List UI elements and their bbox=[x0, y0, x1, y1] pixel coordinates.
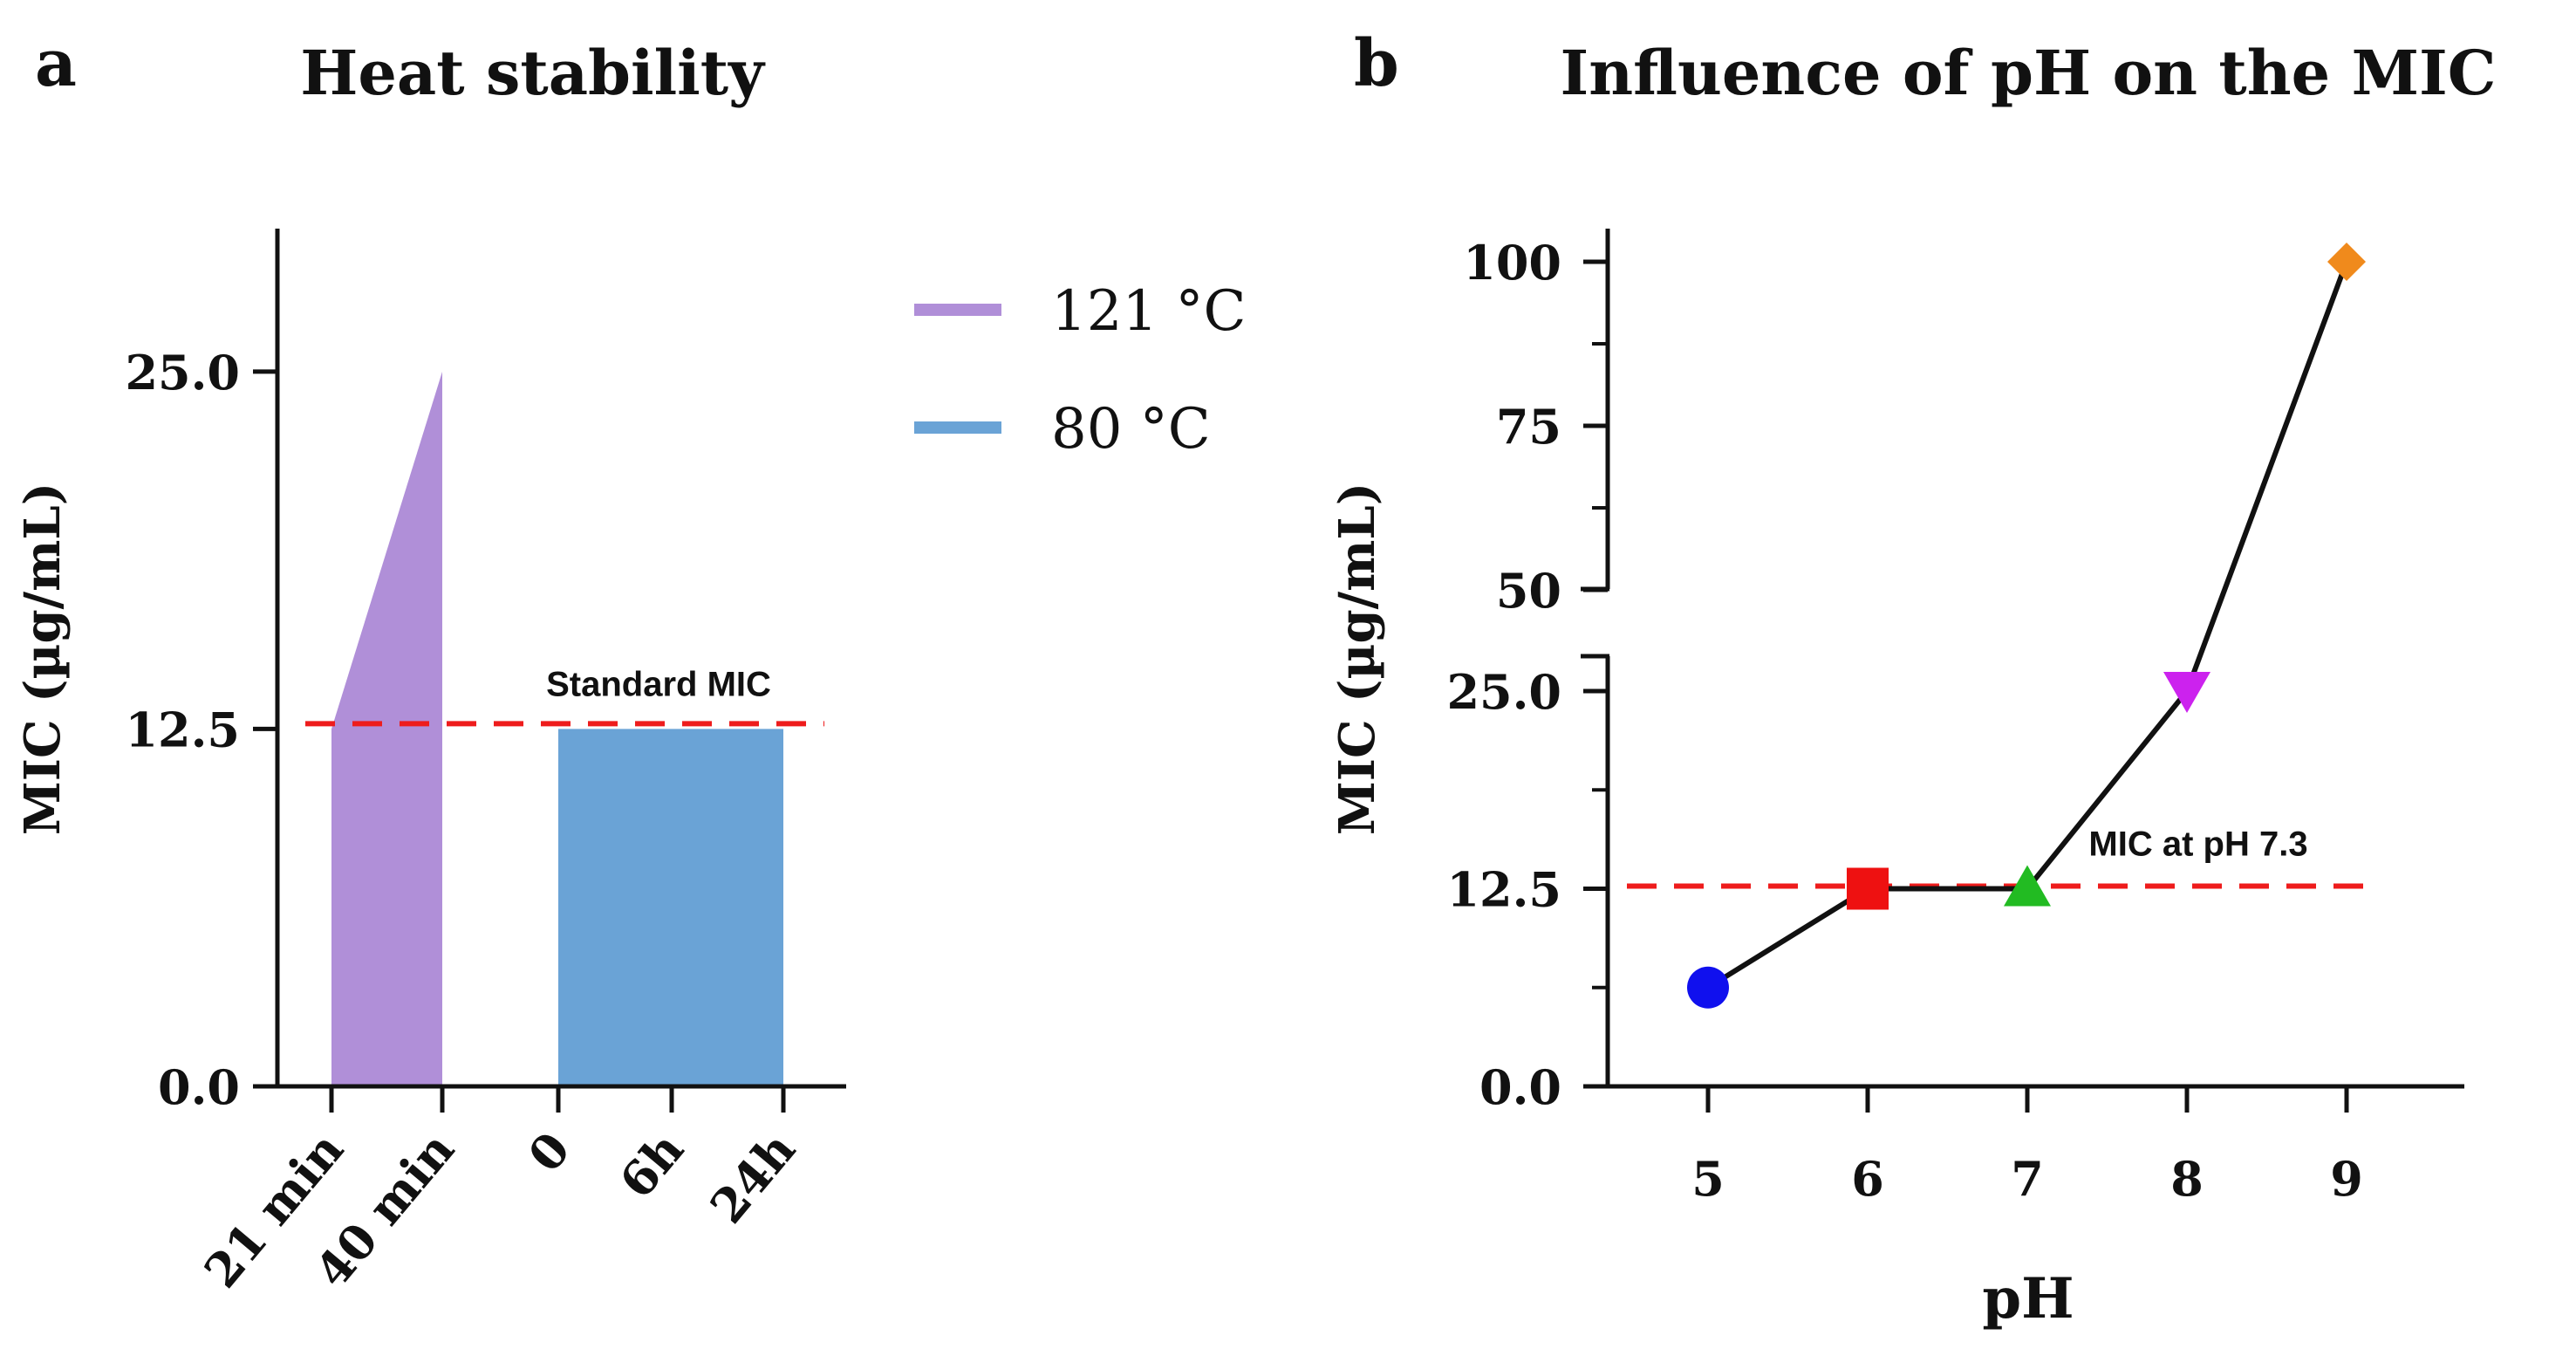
panel-b-axes bbox=[1581, 229, 2464, 1089]
legend-label-80c: 80 °C bbox=[1051, 397, 1211, 462]
mic-ph73-label: MIC at pH 7.3 bbox=[2088, 825, 2307, 864]
x-tick-label: 24h bbox=[699, 1121, 806, 1234]
panel-a-y-axis-label: MIC (µg/mL) bbox=[14, 483, 72, 835]
panel-b-ph-influence: b Influence of pH on the MIC MIC at pH 7… bbox=[1329, 26, 2497, 1332]
panel-a-y-ticks: 0.0 12.5 25.0 bbox=[125, 345, 277, 1115]
y-tick-label: 75 bbox=[1496, 399, 1561, 455]
x-tick-label: 9 bbox=[2330, 1151, 2363, 1207]
panel-a-title: Heat stability bbox=[300, 37, 766, 109]
panel-b-markers bbox=[1687, 243, 2366, 1009]
y-tick-label: 0.0 bbox=[1479, 1059, 1561, 1115]
marker-ph9-diamond bbox=[2327, 243, 2366, 281]
x-tick-label: 8 bbox=[2170, 1151, 2204, 1207]
x-tick-label: 0 bbox=[517, 1121, 581, 1182]
panel-a-areas bbox=[331, 371, 783, 1086]
panel-b-y-ticks: 0.0 12.5 25.0 50 75 100 bbox=[1446, 235, 1608, 1115]
y-tick-label: 0.0 bbox=[158, 1059, 240, 1115]
panel-b-x-axis-label: pH bbox=[1982, 1266, 2074, 1332]
area-series-121c bbox=[331, 371, 442, 1086]
panel-a-heat-stability: a Heat stability Standard MIC 0.0 12.5 25.… bbox=[14, 26, 1246, 1298]
panel-b-y-axis-label: MIC (µg/mL) bbox=[1329, 483, 1386, 835]
legend-label-121c: 121 °C bbox=[1051, 279, 1246, 344]
marker-ph5-circle bbox=[1687, 966, 1729, 1009]
panel-b-title: Influence of pH on the MIC bbox=[1560, 37, 2496, 109]
y-tick-label: 25.0 bbox=[1446, 664, 1561, 720]
panel-b-label: b bbox=[1354, 26, 1399, 101]
marker-ph7-triangle-up bbox=[2004, 865, 2051, 907]
x-tick-label: 6 bbox=[1851, 1151, 1884, 1207]
marker-ph6-square bbox=[1847, 867, 1889, 910]
x-tick-label: 5 bbox=[1691, 1151, 1725, 1207]
panel-a-legend: 121 °C 80 °C bbox=[914, 279, 1246, 462]
y-tick-label: 12.5 bbox=[125, 702, 240, 757]
marker-ph8-triangle-down bbox=[2163, 672, 2210, 713]
y-tick-label: 12.5 bbox=[1446, 862, 1561, 918]
y-tick-label: 25.0 bbox=[125, 345, 240, 401]
y-tick-label: 100 bbox=[1463, 235, 1561, 291]
panel-a-label: a bbox=[35, 26, 77, 101]
x-tick-label: 7 bbox=[2011, 1151, 2044, 1207]
x-tick-label: 6h bbox=[609, 1121, 694, 1209]
area-series-80c bbox=[558, 729, 783, 1086]
panel-b-x-ticks: 5 6 7 8 9 bbox=[1691, 1086, 2363, 1207]
y-tick-label: 50 bbox=[1496, 563, 1561, 619]
standard-mic-label: Standard MIC bbox=[546, 665, 771, 703]
